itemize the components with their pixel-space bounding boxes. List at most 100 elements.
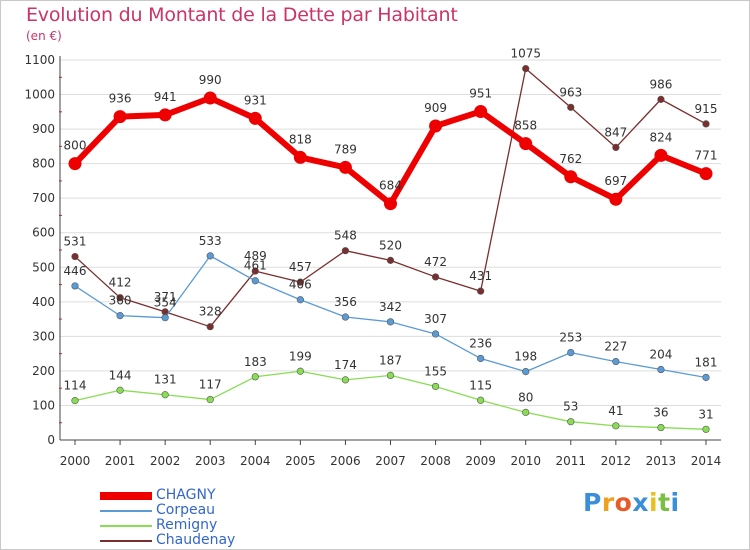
data-label-chagny: 858 xyxy=(514,119,537,133)
data-label-chaudenay: 548 xyxy=(334,229,357,243)
data-point-corpeau xyxy=(477,354,485,363)
data-point-chaudenay xyxy=(612,143,620,151)
data-point-remigny xyxy=(296,367,304,375)
logo-letter: i xyxy=(649,488,659,517)
data-label-chaudenay: 847 xyxy=(604,125,627,139)
data-label-chaudenay: 915 xyxy=(695,102,718,116)
y-tick-label: 600 xyxy=(32,226,55,240)
data-point-remigny xyxy=(657,423,665,432)
data-label-remigny: 114 xyxy=(64,379,87,393)
y-tick-label: 200 xyxy=(32,364,55,378)
data-label-remigny: 174 xyxy=(334,358,357,372)
data-point-remigny xyxy=(386,371,395,380)
data-point-chaudenay xyxy=(71,252,79,261)
data-point-remigny xyxy=(612,422,620,430)
data-point-corpeau xyxy=(702,373,710,382)
data-point-chagny xyxy=(474,104,488,118)
data-label-chagny: 771 xyxy=(695,149,718,163)
logo-letter: o xyxy=(614,488,633,517)
data-label-chagny: 684 xyxy=(379,179,402,193)
data-point-corpeau xyxy=(567,349,575,357)
data-point-chagny xyxy=(113,110,127,124)
data-label-corpeau: 533 xyxy=(199,234,222,248)
data-point-corpeau xyxy=(161,314,169,322)
data-point-corpeau xyxy=(386,318,395,326)
x-tick-label: 2007 xyxy=(375,454,406,468)
data-label-corpeau: 461 xyxy=(244,259,267,273)
data-label-corpeau: 181 xyxy=(695,355,718,369)
x-tick-label: 2003 xyxy=(195,454,226,468)
y-tick-label: 300 xyxy=(32,329,55,343)
x-tick-label: 2010 xyxy=(510,454,541,468)
data-point-chaudenay xyxy=(431,273,440,281)
legend-label: Remigny xyxy=(156,517,218,533)
x-tick-label: 2013 xyxy=(646,454,677,468)
legend-label: Chaudenay xyxy=(156,532,236,548)
data-label-remigny: 117 xyxy=(199,378,222,392)
legend-label: Corpeau xyxy=(156,502,216,518)
data-label-corpeau: 198 xyxy=(514,350,537,364)
data-point-remigny xyxy=(702,425,710,433)
data-point-corpeau xyxy=(116,312,124,320)
data-point-chaudenay xyxy=(477,287,485,295)
data-label-chaudenay: 431 xyxy=(469,269,492,283)
data-label-corpeau: 227 xyxy=(604,340,627,354)
y-tick-label: 1100 xyxy=(24,53,55,67)
data-point-chagny xyxy=(564,170,578,184)
proxiti-logo: Proxiti xyxy=(583,488,680,517)
data-point-remigny xyxy=(477,396,485,404)
data-label-remigny: 155 xyxy=(424,364,447,378)
data-label-chagny: 941 xyxy=(154,90,177,104)
legend-swatch xyxy=(100,510,152,512)
x-tick-label: 2002 xyxy=(150,454,181,468)
y-tick-label: 900 xyxy=(32,122,55,136)
data-point-corpeau xyxy=(206,252,214,260)
x-tick-label: 2006 xyxy=(330,454,361,468)
data-label-chagny: 931 xyxy=(244,93,267,107)
data-point-remigny xyxy=(161,391,169,399)
data-point-corpeau xyxy=(296,296,304,304)
legend-swatch xyxy=(100,525,152,527)
y-tick-label: 500 xyxy=(32,260,55,274)
y-tick-label: 1000 xyxy=(24,88,55,102)
data-label-chagny: 824 xyxy=(649,130,672,144)
data-point-chagny xyxy=(68,157,82,171)
data-label-chaudenay: 963 xyxy=(559,85,582,99)
data-point-remigny xyxy=(116,386,124,394)
data-point-chagny xyxy=(203,91,217,105)
data-label-remigny: 199 xyxy=(289,349,312,363)
data-point-chaudenay xyxy=(296,278,304,286)
data-label-chaudenay: 457 xyxy=(289,260,312,274)
data-label-corpeau: 354 xyxy=(154,296,177,310)
data-label-corpeau: 406 xyxy=(289,278,312,292)
logo-letter: t xyxy=(658,488,671,517)
data-label-corpeau: 204 xyxy=(649,348,672,362)
data-label-chaudenay: 472 xyxy=(424,255,447,269)
data-point-remigny xyxy=(341,376,350,384)
data-point-corpeau xyxy=(341,313,350,321)
logo-letter: i xyxy=(670,488,680,517)
data-label-remigny: 53 xyxy=(563,400,578,414)
data-label-corpeau: 342 xyxy=(379,300,402,314)
x-tick-label: 2011 xyxy=(556,454,587,468)
data-point-chaudenay xyxy=(522,65,530,73)
data-label-remigny: 41 xyxy=(608,404,623,418)
data-label-corpeau: 307 xyxy=(424,312,447,326)
data-label-remigny: 131 xyxy=(154,373,177,387)
logo-letter: r xyxy=(601,488,615,517)
data-label-chaudenay: 531 xyxy=(64,235,87,249)
data-point-chagny xyxy=(338,160,352,174)
data-point-chagny xyxy=(654,148,668,162)
data-label-corpeau: 236 xyxy=(469,336,492,350)
data-label-corpeau: 253 xyxy=(559,331,582,345)
data-label-chaudenay: 412 xyxy=(109,276,132,290)
chart-title: Evolution du Montant de la Dette par Hab… xyxy=(26,4,458,26)
data-point-remigny xyxy=(431,382,440,391)
data-label-chaudenay: 986 xyxy=(649,77,672,91)
data-point-corpeau xyxy=(657,365,665,374)
data-label-remigny: 183 xyxy=(244,355,267,369)
data-point-chagny xyxy=(609,192,623,206)
data-point-chagny xyxy=(699,167,713,181)
unit-label: (en €) xyxy=(26,29,62,43)
